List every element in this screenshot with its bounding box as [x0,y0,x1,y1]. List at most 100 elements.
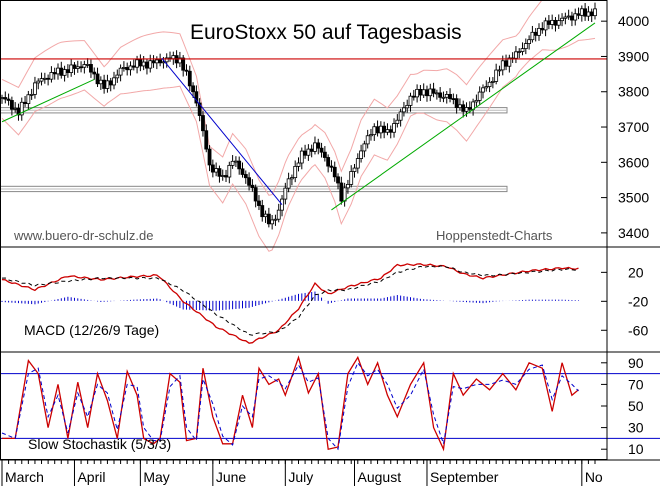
candle-body [517,51,522,53]
candle-body [570,15,574,21]
candle-body [431,88,436,94]
y-tick-label: 3500 [618,190,649,206]
stochastic-series-line [2,355,579,452]
candle-body [164,57,169,63]
candle-body [593,8,597,17]
candle-body [92,71,97,75]
candle-body [154,59,159,64]
lower-band [1,37,596,252]
macd-series-line [1,263,579,344]
candle-body [273,218,278,221]
candle-body [573,13,578,21]
candle-body [125,67,130,71]
candle-body [566,15,571,18]
chart-title: EuroStoxx 50 auf Tagesbasis [190,21,462,44]
candle-body [247,177,251,186]
candle-body [477,91,482,101]
candle-body [546,20,551,25]
candle-body [309,148,314,152]
candle-body [395,119,400,124]
month-label: May [143,469,169,485]
candle-body [369,134,373,137]
month-label: No [585,469,603,485]
candle-body [250,184,255,188]
candle-body [336,176,340,184]
y-tick-label: 3800 [618,84,649,100]
y-tick-label: 3900 [618,48,649,64]
candle-body [560,17,564,22]
candle-body [85,64,90,66]
candle-body [158,59,163,64]
candle-body [69,64,74,73]
candle-body [240,168,245,175]
candle-body [46,77,51,80]
watermark-source: Hoppenstedt-Charts [436,228,553,243]
stochastic-reference-lines [0,373,660,439]
candle-body [504,60,508,67]
y-tick-label: -20 [628,293,648,309]
candle-body [98,79,103,85]
candle-body [13,107,18,110]
candle-body [151,60,156,64]
candle-body [79,66,83,69]
candle-body [586,11,591,17]
candle-body [448,94,452,100]
macd-series-line [1,265,579,336]
candle-body [89,64,93,73]
candle-body [141,61,146,67]
candle-body [438,92,443,98]
candle-body [490,81,495,83]
candle-body [533,31,538,36]
candle-body [332,166,337,178]
candle-body [230,160,235,166]
price-y-axis: 3400 3500 3600 3700 3800 3900 4000 [601,13,649,241]
candle-body [36,80,41,84]
candle-body [29,93,34,96]
candle-body [95,73,100,85]
y-tick-label: 3700 [618,119,649,135]
candle-body [326,157,331,167]
candle-body [243,174,248,179]
candle-body [131,65,136,68]
candle-body [392,123,396,133]
candle-body [385,129,390,133]
candle-body [105,80,110,89]
candle-body [227,164,232,178]
candle-body [451,98,456,101]
candle-body [138,59,143,67]
candle-body [458,104,462,109]
candle-body [352,167,357,172]
candle-body [145,61,149,69]
candle-body [543,20,548,31]
candle-body [49,72,54,80]
candle-body [322,151,327,158]
candle-body [467,107,472,110]
candle-body [425,89,429,97]
month-label: August [358,469,402,485]
candle-body [263,213,268,218]
candle-body [497,69,502,72]
macd-y-axis: 20 -20 -60 [601,264,648,338]
candle-body [118,67,123,76]
candle-body [290,177,294,180]
candle-body [148,60,153,69]
candle-body [415,88,420,98]
candle-body [520,48,525,52]
candle-body [408,95,413,106]
candle-body [33,82,37,95]
y-tick-label: -60 [628,322,648,338]
price-panel: EuroStoxx 50 auf Tagesbasis www.buero-dr… [0,0,649,252]
candle-body [527,39,532,44]
candle-body [556,20,561,26]
candle-body [579,8,584,16]
candle-body [464,107,469,112]
stochastic-label: Slow Stochastik (5/3/3) [28,436,171,452]
candle-body [224,175,228,178]
candle-body [59,67,64,76]
candle-body [207,148,212,166]
upper-band [1,0,543,196]
candle-body [537,27,541,36]
candle-body [388,129,393,133]
candle-body [540,27,545,31]
